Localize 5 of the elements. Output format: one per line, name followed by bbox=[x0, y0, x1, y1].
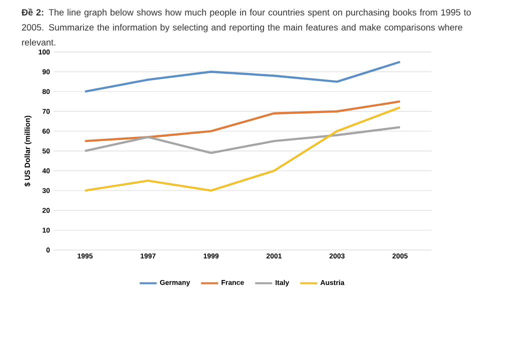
line-series bbox=[84, 100, 402, 142]
line-series bbox=[84, 126, 402, 154]
line-series bbox=[84, 106, 402, 192]
line-series bbox=[84, 60, 402, 93]
chart-title: Đề 2: The line graph below shows how much people in four countries spent on purchasing books from 1995 to 2005. Summarize the information by selecting and reporting the main features and make comparisons where relevant. bbox=[22, 8, 471, 46]
